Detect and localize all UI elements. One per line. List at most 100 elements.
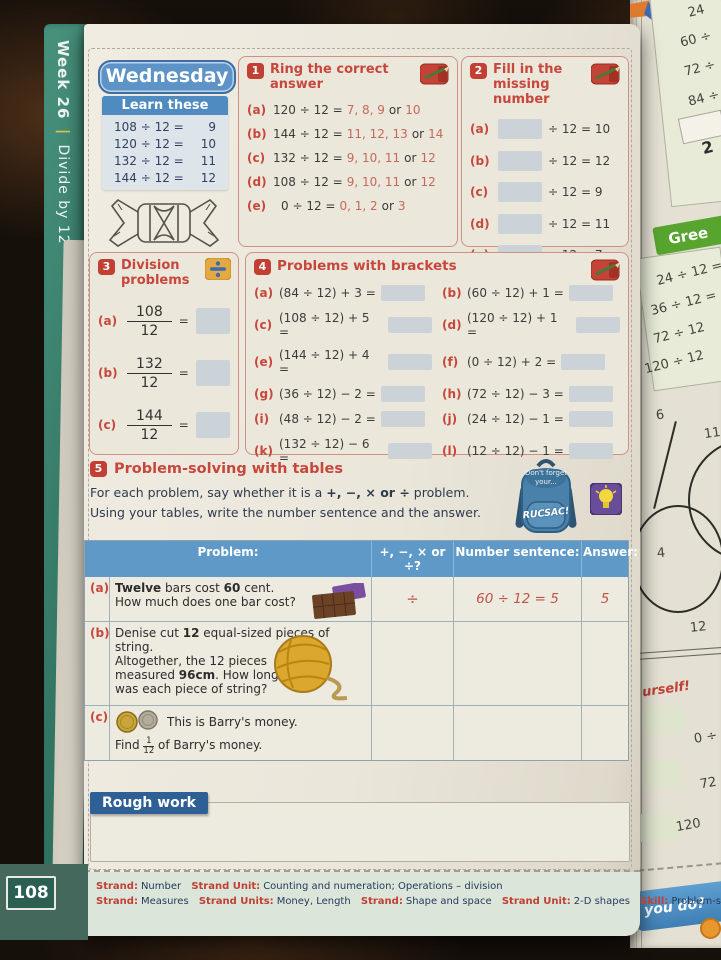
exercise-box-1: 1 Ring the correct answer (a) 120 ÷ 12 = 7,…: [238, 56, 458, 247]
exercise-number-badge: 1: [247, 63, 264, 79]
answer-value: 5: [581, 577, 628, 621]
answer-blank: [640, 814, 680, 842]
sharpener-icon: [420, 63, 449, 85]
instruction-line: For each problem, say whether it is a +,…: [90, 485, 470, 500]
column-header: Number sentence:: [453, 541, 581, 577]
candy-icon: [108, 198, 220, 247]
dashed-line: [638, 862, 721, 872]
problem-row: (d) ÷ 12 = 11: [470, 213, 620, 234]
problem-row: (d) 108 ÷ 12 = 9, 10, 11 or 12: [247, 174, 436, 189]
exercise-box-3: 3 Division problems (a) 108 12 = (b) 132 12 = (…: [89, 252, 239, 455]
operation-cell: [371, 705, 453, 760]
problem-row: (g) (36 ÷ 12) − 2 =: [254, 385, 432, 402]
answer-blank: [195, 308, 230, 335]
problem-row: (a) 120 ÷ 12 = 7, 8, 9 or 10: [247, 102, 421, 117]
answer-blank: [380, 385, 425, 402]
problem-text: This is Barry's money. Find 1 12 of Barry…: [109, 705, 371, 760]
fraction: 144 12: [127, 408, 172, 443]
problem-row: (b) 144 ÷ 12 = 11, 12, 13 or 14: [247, 126, 444, 141]
answer-blank: [561, 354, 606, 370]
problem-row: (e) (144 ÷ 12) + 4 =: [254, 348, 432, 376]
answer-blank: [644, 706, 684, 734]
rule-line: [636, 653, 721, 660]
problem-row: (a) ÷ 12 = 10: [470, 119, 620, 140]
right-page-edge: 24 60 ÷ 72 ÷ 84 ÷ 2 Gree 24 ÷ 12 = 36 ÷ …: [630, 0, 721, 948]
problem-row: (c) 144 12 =: [98, 408, 230, 443]
sharpener-icon: [591, 259, 620, 281]
exercise-number-badge: 5: [90, 461, 107, 477]
answer-blank: [498, 119, 542, 140]
page-edge-line: [641, 0, 642, 948]
problem-row: (a) (84 ÷ 12) + 3 =: [254, 285, 432, 301]
problem-row: (c) (108 ÷ 12) + 5 =: [254, 311, 432, 339]
row-label: (a): [90, 581, 110, 595]
number-sentence-answer: 60 ÷ 12 = 5: [453, 577, 581, 621]
strand-line: Strand: Number Strand Unit: Counting and n…: [96, 881, 503, 892]
chocolate-icon: [312, 583, 366, 619]
smiley-icon: [700, 918, 721, 939]
page-number-patch: 108: [0, 864, 88, 940]
problem-row: (c) 132 ÷ 12 = 9, 10, 11 or 12: [247, 150, 436, 165]
fraction: 108 12: [127, 304, 172, 339]
answer-blank: [388, 354, 432, 370]
fact-row: 120 ÷ 12 = 10: [102, 135, 228, 152]
answer-blank: [388, 442, 432, 459]
division-icon: [205, 258, 231, 280]
row-label: (b): [85, 621, 110, 705]
answer-blank: [568, 285, 613, 301]
number-sentence-cell: [453, 621, 581, 705]
yarn-ball-icon: [274, 635, 348, 701]
answer-blank: [195, 412, 230, 439]
answer-blank: [498, 213, 542, 234]
exercise-number-badge: 3: [98, 259, 115, 275]
spider-number: 6: [654, 407, 666, 424]
right-page-number: 120: [674, 815, 702, 836]
table-row: (c) This is Barry's money. Find 1 12 of B…: [85, 705, 628, 760]
exercise-title: Division problems: [121, 258, 190, 288]
operation-answer: ÷: [371, 577, 453, 621]
problem-row: (l) (12 ÷ 12) − 1 =: [442, 437, 620, 465]
problem-row: (k) (132 ÷ 12) − 6 =: [254, 437, 432, 465]
problem-row: (c) ÷ 12 = 9: [470, 182, 620, 203]
sharpener-icon: [591, 63, 620, 85]
fraction: 1 12: [143, 736, 155, 756]
answer-blank: [498, 150, 542, 171]
problem-row: (h) (72 ÷ 12) − 3 =: [442, 385, 620, 402]
problem-row: (j) (24 ÷ 12) − 1 =: [442, 411, 620, 427]
exercise-box-4: 4 Problems with brackets (a) (84 ÷ 12) + …: [245, 252, 629, 465]
answer-blank: [388, 316, 432, 333]
spider-circle: [632, 505, 721, 613]
problem-row: (a) 108 12 =: [98, 304, 230, 339]
fact-row: 132 ÷ 12 = 11: [102, 152, 228, 169]
fact-expr: 144 ÷ 12 =: [114, 170, 184, 185]
section5-header: 5 Problem-solving with tables: [90, 461, 343, 477]
test-yourself-text: urself!: [641, 678, 692, 701]
spine-divider: |: [55, 128, 71, 136]
right-page-number: 0 ÷: [692, 728, 719, 747]
fact-ans: 11: [200, 153, 216, 168]
exercise-title: Ring the correct answer: [270, 62, 389, 92]
topic-label: Divide by 12: [55, 144, 71, 245]
rucsac-backpack-icon: Don't forget your... RUCSAC!: [514, 456, 578, 536]
problem-table: Problem: +, −, × or ÷? Number sentence: …: [84, 540, 638, 761]
exercise-number-badge: 4: [254, 259, 271, 275]
problem-row: (e) 0 ÷ 12 = 0, 1, 2 or 3: [247, 198, 406, 213]
problem-row: (b) ÷ 12 = 12: [470, 150, 620, 171]
learn-these-title: Learn these: [102, 96, 228, 115]
answer-blank: [195, 360, 230, 387]
week-label: Week 26: [54, 40, 72, 120]
footer-band: Strand: Number Strand Unit: Counting and n…: [84, 872, 721, 936]
coins-icon: [116, 710, 158, 733]
number-sentence-cell: [453, 705, 581, 760]
fact-ans: 9: [208, 119, 216, 134]
spider-number: 12: [689, 619, 708, 636]
operation-cell: [371, 621, 453, 705]
problem-text: Denise cut 12 equal-sized pieces of stri…: [109, 621, 371, 705]
answer-blank: [380, 285, 425, 301]
exercise-box-2: 2 Fill in the missing number (a) ÷ 12 = 10 …: [461, 56, 629, 266]
answer-blank: [568, 442, 613, 459]
spider-line: [653, 421, 677, 509]
lightbulb-icon: [590, 483, 622, 515]
fact-ans: 10: [200, 136, 216, 151]
